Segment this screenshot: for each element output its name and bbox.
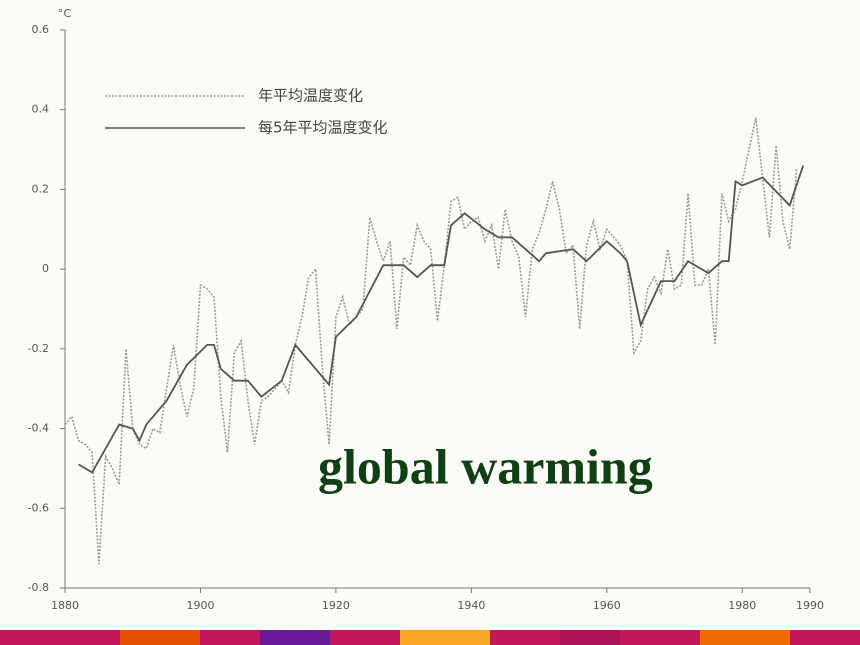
series-line [64,117,798,565]
x-tick-label: 1900 [186,599,214,612]
series-line [78,165,805,474]
x-tick-label: 1980 [728,599,756,612]
legend-label: 每5年平均温度变化 [258,119,388,137]
x-tick-label: 1920 [322,599,350,612]
y-tick-label: -0.6 [28,501,49,514]
y-tick-label: -0.8 [28,581,49,594]
legend-label: 年平均温度变化 [258,87,363,105]
y-tick-label: 0.4 [32,103,50,116]
y-tick-label: -0.2 [28,342,49,355]
y-axis-label: °C [58,7,72,20]
x-tick-label: 1880 [51,599,79,612]
x-tick-label: 1960 [593,599,621,612]
y-tick-label: -0.4 [28,422,49,435]
y-tick-label: 0.2 [32,182,50,195]
bottom-strip [0,630,860,645]
x-tick-label: 1940 [457,599,485,612]
x-tick-label: 1990 [796,599,824,612]
y-tick-label: 0 [42,262,49,275]
y-tick-label: 0.6 [32,23,50,36]
annotation: global warming [318,438,653,494]
